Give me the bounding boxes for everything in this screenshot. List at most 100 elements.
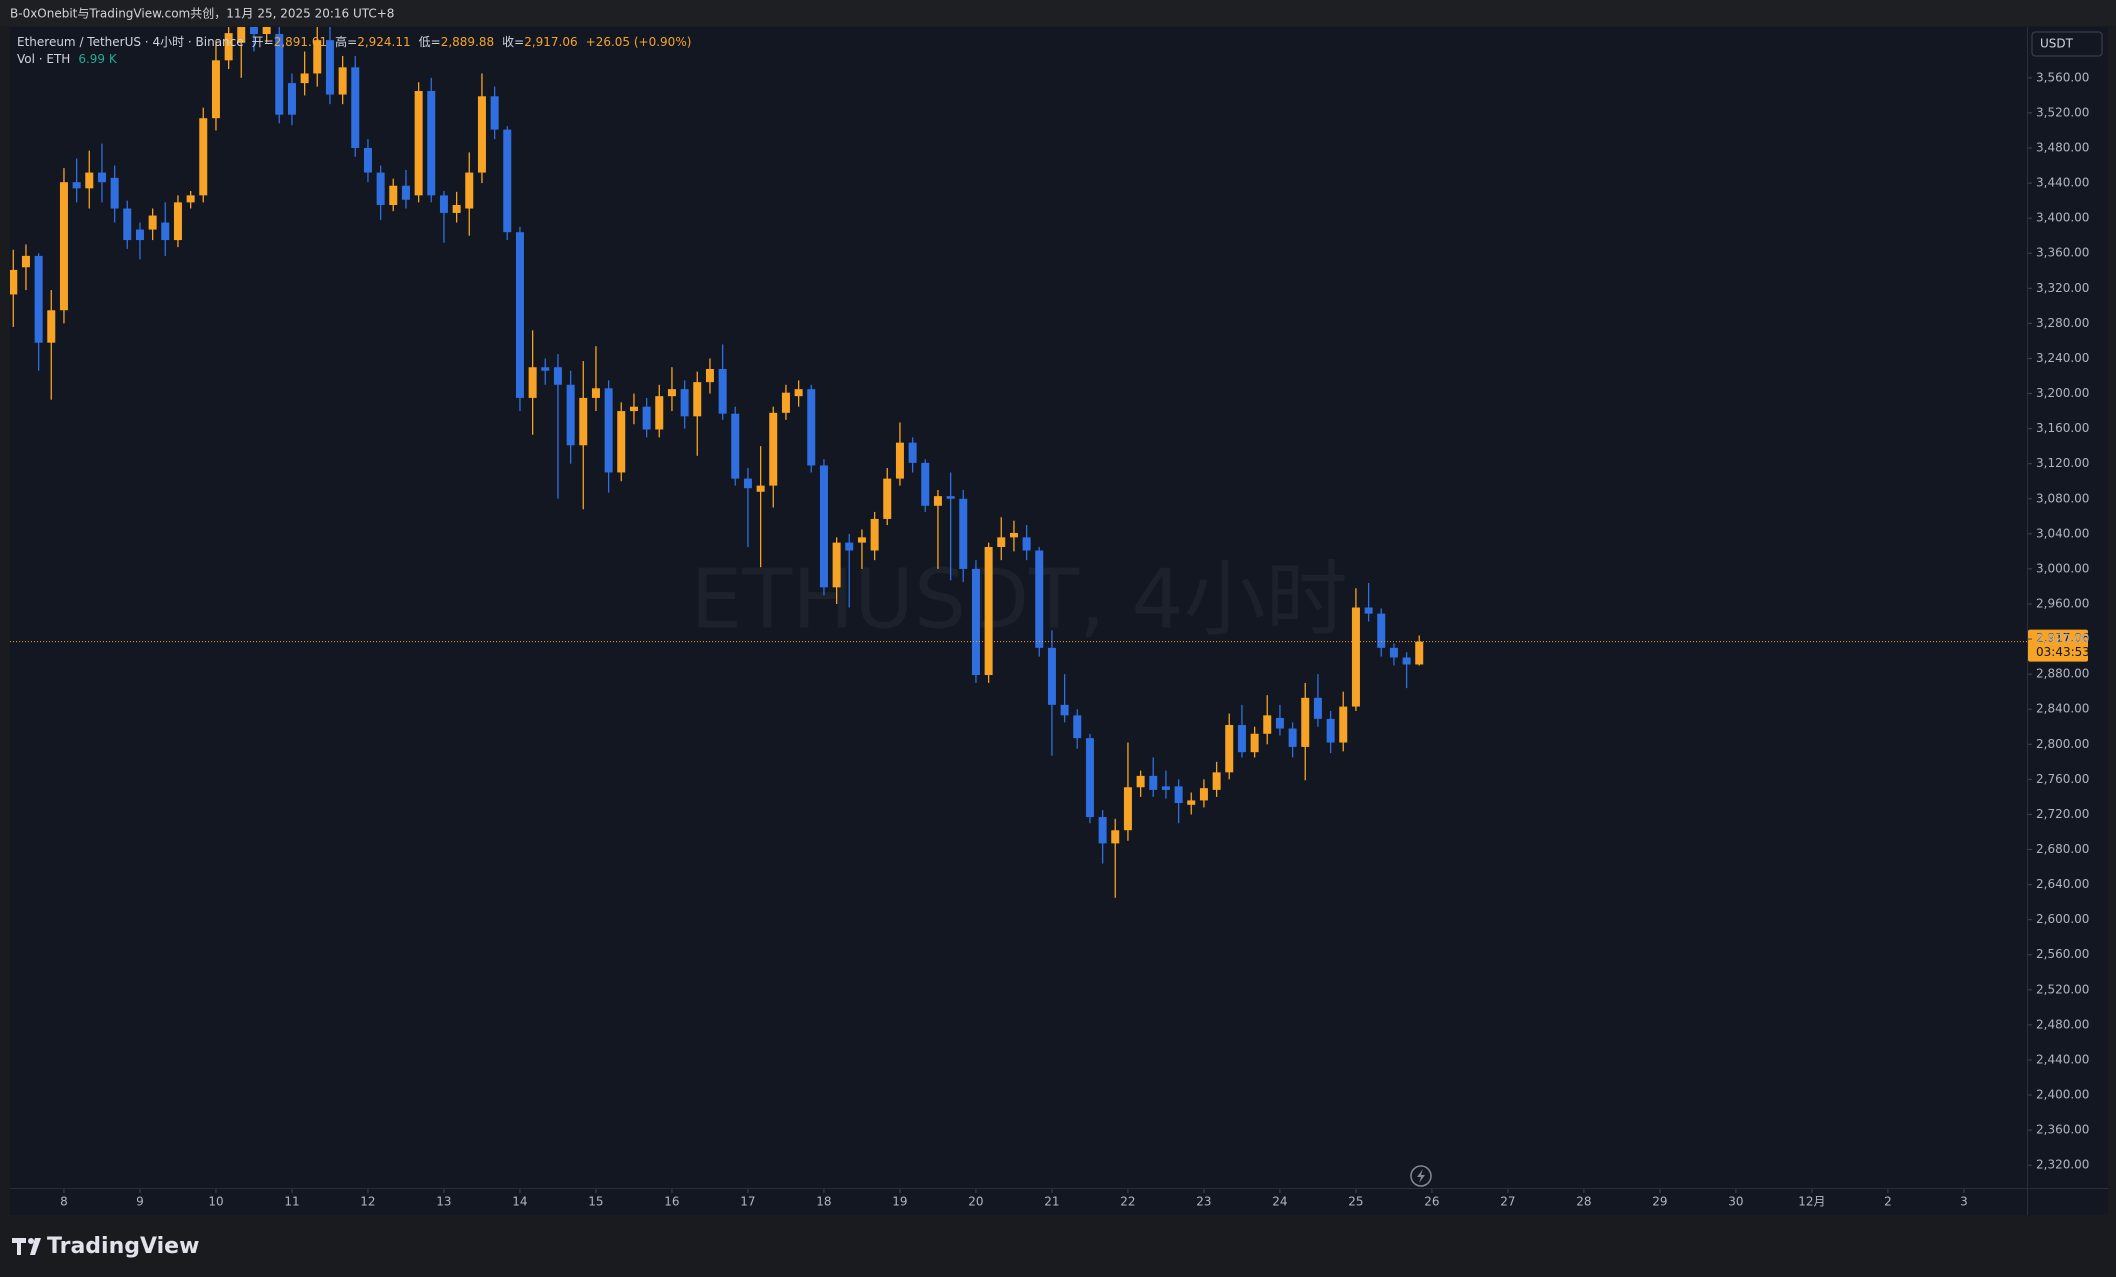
candle-body: [997, 537, 1006, 547]
candle-body: [870, 518, 879, 551]
candle-body: [959, 498, 968, 569]
candle-body: [490, 96, 499, 130]
currency[interactable]: USDT: [2040, 37, 2074, 51]
volume-value: 6.99 K: [78, 52, 118, 66]
candle-body: [275, 34, 284, 115]
x-tick-label: 8: [60, 1195, 68, 1209]
candle-body: [1313, 697, 1322, 719]
y-tick-label: 2,920.00: [2036, 632, 2089, 646]
candle-body: [211, 60, 220, 119]
y-tick-label: 3,440.00: [2036, 176, 2089, 190]
candle-body: [591, 388, 600, 398]
y-tick-label: 3,520.00: [2036, 105, 2089, 119]
y-tick-label: 3,000.00: [2036, 561, 2089, 575]
candle-body: [47, 310, 56, 343]
x-tick-label: 22: [1120, 1195, 1135, 1209]
brand-logo[interactable]: [12, 1238, 41, 1255]
x-tick-label: 27: [1500, 1195, 1515, 1209]
x-tick-label: 28: [1576, 1195, 1591, 1209]
candle-body: [1022, 537, 1031, 551]
candle-body: [1187, 800, 1196, 805]
volume-label: Vol · ETH: [17, 52, 70, 66]
candle-body: [921, 462, 930, 506]
candle-body: [845, 542, 854, 551]
x-tick-label: 15: [588, 1195, 603, 1209]
legend-value: 2,889.88: [441, 35, 494, 49]
legend-value: 2,917.06: [524, 35, 577, 49]
candle-body: [946, 496, 955, 499]
y-tick-label: 2,520.00: [2036, 982, 2089, 996]
candle-body: [1060, 704, 1069, 716]
candle-body: [553, 367, 562, 385]
x-tick-label: 13: [436, 1195, 451, 1209]
watermark: ETHUSDT, 4小时: [690, 552, 1347, 647]
candle-body: [604, 388, 613, 473]
candle-body: [1199, 788, 1208, 801]
candle-body: [807, 389, 816, 466]
candle-body: [262, 27, 271, 35]
x-tick-label: 26: [1424, 1195, 1439, 1209]
candle-body: [642, 406, 651, 430]
x-tick-label: 14: [512, 1195, 527, 1209]
candle-body: [579, 397, 588, 446]
candle-body: [515, 232, 524, 398]
candle-body: [503, 129, 512, 233]
legend-label: 高=: [335, 34, 357, 49]
candle-body: [452, 205, 461, 213]
y-tick-label: 3,560.00: [2036, 70, 2089, 84]
candle-body: [655, 396, 664, 430]
candle-body: [72, 182, 81, 189]
y-tick-label: 3,240.00: [2036, 351, 2089, 365]
candle-body: [249, 27, 258, 35]
candle-body: [667, 389, 676, 397]
candle-body: [971, 568, 980, 676]
x-tick-label: 21: [1044, 1195, 1059, 1209]
candle-body: [389, 185, 398, 206]
candle-body: [1111, 830, 1120, 844]
legend-label: 收=: [502, 35, 524, 49]
currency-button[interactable]: [2031, 31, 2103, 57]
x-tick-label: 12月: [1798, 1195, 1825, 1209]
bottom-bar: [0, 1215, 2116, 1277]
y-tick-label: 3,160.00: [2036, 421, 2089, 435]
brand[interactable]: TradingView: [47, 1234, 199, 1259]
candle-body: [173, 202, 182, 241]
candle-body: [883, 478, 892, 519]
y-tick-label: 2,560.00: [2036, 947, 2089, 961]
candle-body: [1301, 697, 1310, 747]
symbol: Ethereum / TetherUS · 4小时 · Binance: [17, 35, 244, 49]
candle-body: [1339, 706, 1348, 743]
candle-body: [1288, 728, 1297, 747]
candle-body: [401, 185, 410, 200]
candle-body: [186, 195, 195, 203]
candle-body: [123, 208, 132, 241]
candle-body: [1174, 786, 1183, 804]
candle-body: [693, 382, 702, 417]
x-tick-label: 2: [1884, 1195, 1892, 1209]
candle-body: [1415, 641, 1424, 665]
volume-legend: Vol · ETH 6.99 K: [17, 52, 118, 66]
y-tick-label: 2,960.00: [2036, 596, 2089, 610]
x-tick-label: 20: [968, 1195, 983, 1209]
candle-body: [1364, 607, 1373, 614]
y-tick-label: 2,600.00: [2036, 912, 2089, 926]
y-tick-label: 3,400.00: [2036, 211, 2089, 225]
candles: [10, 27, 1424, 898]
candle-body: [781, 392, 790, 413]
candle-body: [629, 406, 638, 412]
candle-body: [769, 412, 778, 486]
candle-body: [1085, 738, 1094, 818]
candle-body: [756, 485, 765, 492]
y-tick-label: 2,880.00: [2036, 667, 2089, 681]
last-price-tag: [2028, 629, 2088, 662]
candle-body: [1009, 532, 1018, 538]
candle-body: [1326, 718, 1335, 743]
lightning-icon[interactable]: [1410, 1165, 1432, 1187]
candle-body: [1275, 717, 1284, 729]
candle-body: [680, 389, 689, 417]
y-tick-label: 2,400.00: [2036, 1088, 2089, 1102]
candle-body: [34, 255, 43, 343]
x-tick-label: 9: [136, 1195, 144, 1209]
candle-body: [541, 367, 550, 371]
